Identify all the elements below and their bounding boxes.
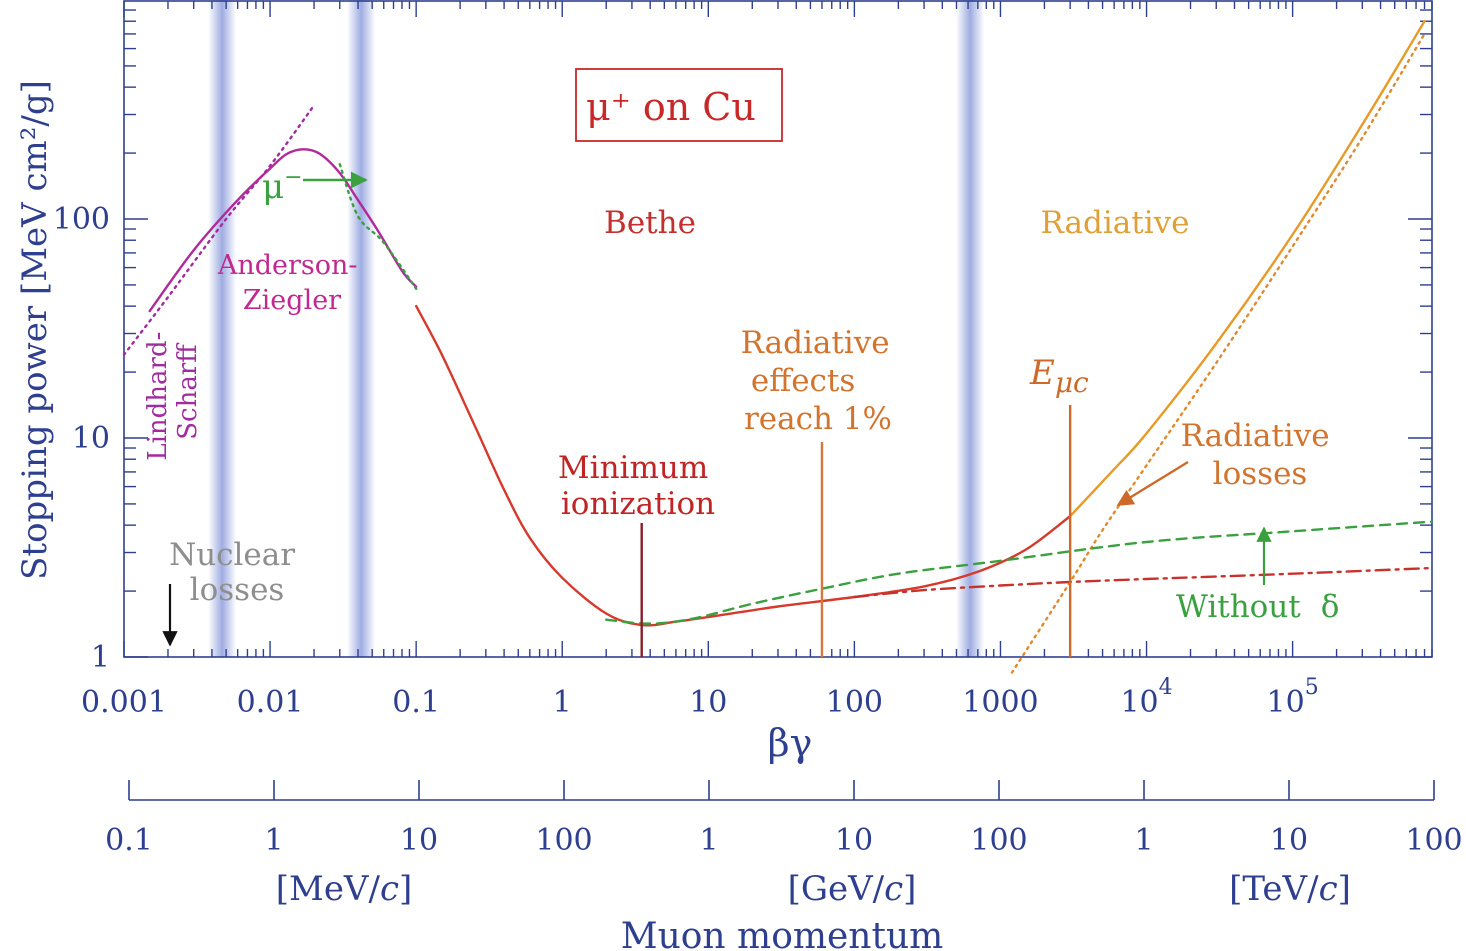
annotation-without-delta: Without δ bbox=[1176, 589, 1339, 625]
x-tick-label: 105 bbox=[1267, 675, 1319, 720]
momentum-tick-label: 100 bbox=[535, 823, 592, 858]
annotation-minimum-ionization: Minimum ionization bbox=[558, 450, 718, 522]
momentum-tick-label: 1 bbox=[699, 823, 718, 858]
curve-radiative-losses bbox=[1010, 32, 1426, 674]
annotation-bethe: Bethe bbox=[604, 205, 696, 241]
momentum-unit-label: [TeV/c] bbox=[1229, 869, 1351, 909]
annotation-mu-minus: μ− bbox=[262, 165, 303, 207]
momentum-unit-label: [MeV/c] bbox=[276, 869, 413, 909]
momentum-tick-label: 100 bbox=[1405, 823, 1462, 858]
annotation-radiative-1pct: Radiative effects reach 1% bbox=[741, 325, 900, 437]
annotation-e-mu-c: Eμc bbox=[1029, 353, 1089, 399]
shaded-band-1 bbox=[347, 0, 376, 657]
shaded-band-2 bbox=[956, 0, 985, 657]
momentum-unit-label: [GeV/c] bbox=[788, 869, 917, 909]
x-tick-label: 1 bbox=[553, 685, 572, 720]
curve-radiative-total bbox=[1069, 20, 1426, 518]
momentum-axis: 0.1 1 10 100 1 10 100 1 10 100 [MeV/c] [GeV/c] [TeV/… bbox=[105, 780, 1463, 909]
x-tick-label: 0.001 bbox=[81, 685, 167, 720]
x-tick-label: 1000 bbox=[962, 685, 1038, 720]
annotation-lindhard-scharff: Lindhard- Scharff bbox=[143, 323, 203, 460]
momentum-tick-label: 1 bbox=[264, 823, 283, 858]
shaded-band-0 bbox=[208, 0, 237, 657]
radiative-losses-arrow bbox=[1116, 460, 1189, 507]
momentum-tick-label: 10 bbox=[400, 823, 438, 858]
x-axis-ticks: 0.001 0.01 0.1 1 10 100 1000 104 105 bbox=[81, 1, 1433, 720]
title-box: μ⁺ on Cu bbox=[575, 68, 783, 142]
momentum-tick-label: 10 bbox=[1270, 823, 1308, 858]
annotation-radiative-losses: Radiative losses bbox=[1181, 418, 1340, 492]
curve-anderson-ziegler bbox=[148, 148, 418, 313]
annotation-nuclear-losses: Nuclear losses bbox=[169, 537, 305, 608]
momentum-tick-label: 100 bbox=[970, 823, 1027, 858]
curve-lindhard-scharff bbox=[122, 104, 316, 356]
momentum-axis-title: Muon momentum bbox=[621, 916, 944, 951]
momentum-tick-label: 1 bbox=[1134, 823, 1153, 858]
annotation-anderson-ziegler: Anderson- Ziegler bbox=[217, 250, 366, 316]
curves bbox=[122, 20, 1434, 674]
y-axis-label: Stopping power [MeV cm²/g] bbox=[15, 80, 55, 580]
chart-title: μ⁺ on Cu bbox=[586, 85, 756, 129]
shaded-bands bbox=[208, 0, 985, 657]
x-axis-label: βγ bbox=[768, 721, 813, 765]
momentum-tick-label: 10 bbox=[835, 823, 873, 858]
x-tick-label: 104 bbox=[1120, 675, 1172, 720]
curve-restricted bbox=[853, 566, 1434, 599]
curve-without-delta bbox=[605, 520, 1434, 625]
annotation-radiative: Radiative bbox=[1040, 205, 1189, 241]
x-tick-label: 0.01 bbox=[237, 685, 304, 720]
vertical-markers bbox=[640, 405, 1072, 657]
x-tick-label: 0.1 bbox=[392, 685, 440, 720]
x-tick-label: 100 bbox=[826, 685, 883, 720]
x-tick-label: 10 bbox=[689, 685, 727, 720]
y-axis-ticks: 1 10 100 bbox=[53, 9, 1432, 675]
y-tick-label: 1 bbox=[91, 640, 110, 675]
y-tick-label: 100 bbox=[53, 202, 110, 237]
momentum-tick-label: 0.1 bbox=[105, 823, 153, 858]
y-tick-label: 10 bbox=[72, 421, 110, 456]
